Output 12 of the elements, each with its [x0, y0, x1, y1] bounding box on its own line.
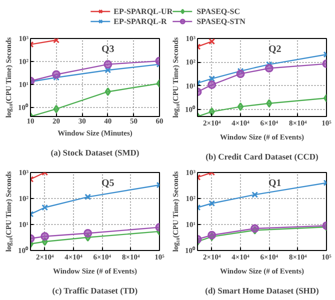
annotation: Q5	[101, 178, 114, 189]
text: (c) Traffic Dataset (TD)	[52, 286, 138, 296]
legend-label: EP-SPARQL-UR	[114, 6, 173, 16]
annotation: Q1	[268, 178, 282, 189]
legend-label: SPASEQ-SC	[196, 6, 240, 16]
text: (a) Stock Dataset (SMD)	[50, 148, 140, 158]
text: (b) Credit Card Dataset (CCD)	[206, 152, 319, 162]
annotation: Q2	[268, 44, 282, 55]
legend-label: SPASEQ-STN	[196, 16, 246, 26]
legend-label: EP-SPARQL-R	[114, 16, 167, 26]
annotation: Q3	[101, 44, 114, 55]
text: (d) Smart Home Dataset (SHD)	[205, 286, 320, 296]
